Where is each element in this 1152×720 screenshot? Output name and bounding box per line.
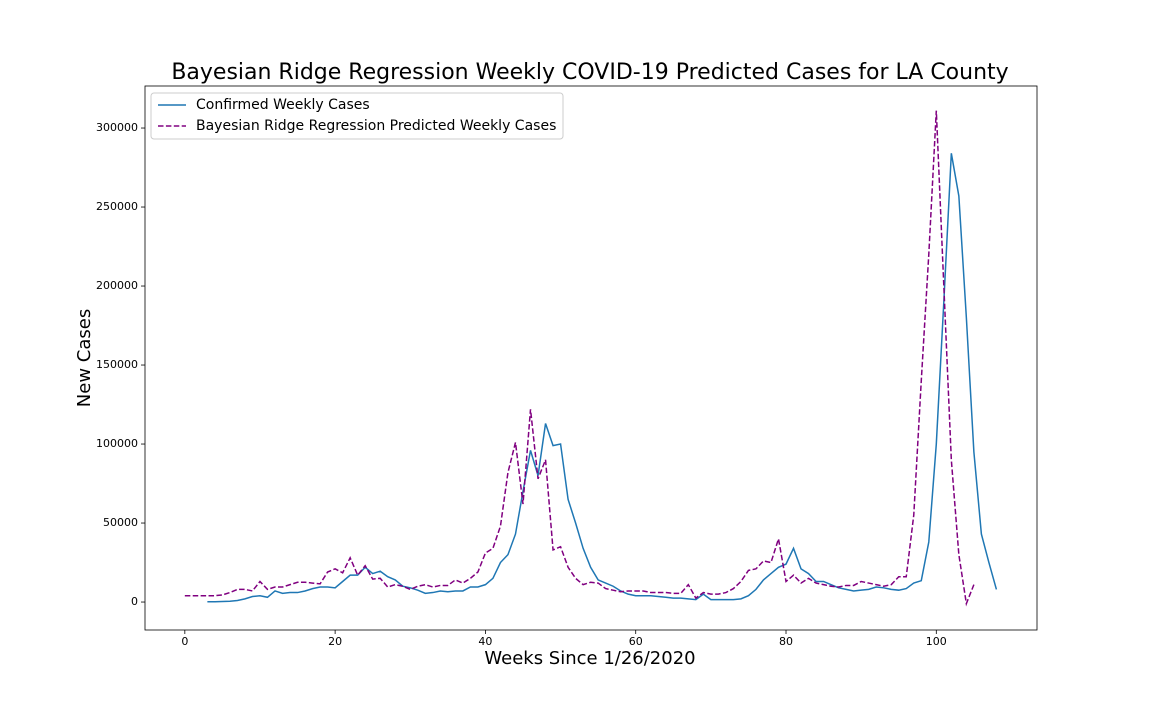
data-line bbox=[184, 110, 975, 607]
legend: Confirmed Weekly Cases Bayesian Ridge Reg… bbox=[150, 92, 564, 140]
x-tick-label: 40 bbox=[478, 635, 492, 648]
y-tick-label: 200000 bbox=[96, 279, 138, 292]
x-tick-label: 60 bbox=[629, 635, 643, 648]
legend-label: Bayesian Ridge Regression Predicted Week… bbox=[196, 118, 556, 134]
x-tick-label: 0 bbox=[181, 635, 188, 648]
y-tick-label: 0 bbox=[131, 595, 138, 608]
data-line bbox=[207, 153, 998, 603]
y-axis-label: New Cases bbox=[74, 309, 95, 407]
x-tick-label: 20 bbox=[328, 635, 342, 648]
x-tick-label: 100 bbox=[926, 635, 947, 648]
plot-area bbox=[144, 85, 1038, 631]
y-tick-label: 300000 bbox=[96, 121, 138, 134]
y-tick-label: 250000 bbox=[96, 200, 138, 213]
chart-title: Bayesian Ridge Regression Weekly COVID-1… bbox=[171, 60, 1008, 85]
y-tick-label: 150000 bbox=[96, 358, 138, 371]
x-tick-label: 80 bbox=[779, 635, 793, 648]
y-tick-label: 100000 bbox=[96, 437, 138, 450]
legend-label: Confirmed Weekly Cases bbox=[196, 97, 370, 113]
legend-box bbox=[150, 92, 564, 140]
y-tick-label: 50000 bbox=[103, 516, 138, 529]
x-axis-label: Weeks Since 1/26/2020 bbox=[484, 648, 695, 669]
